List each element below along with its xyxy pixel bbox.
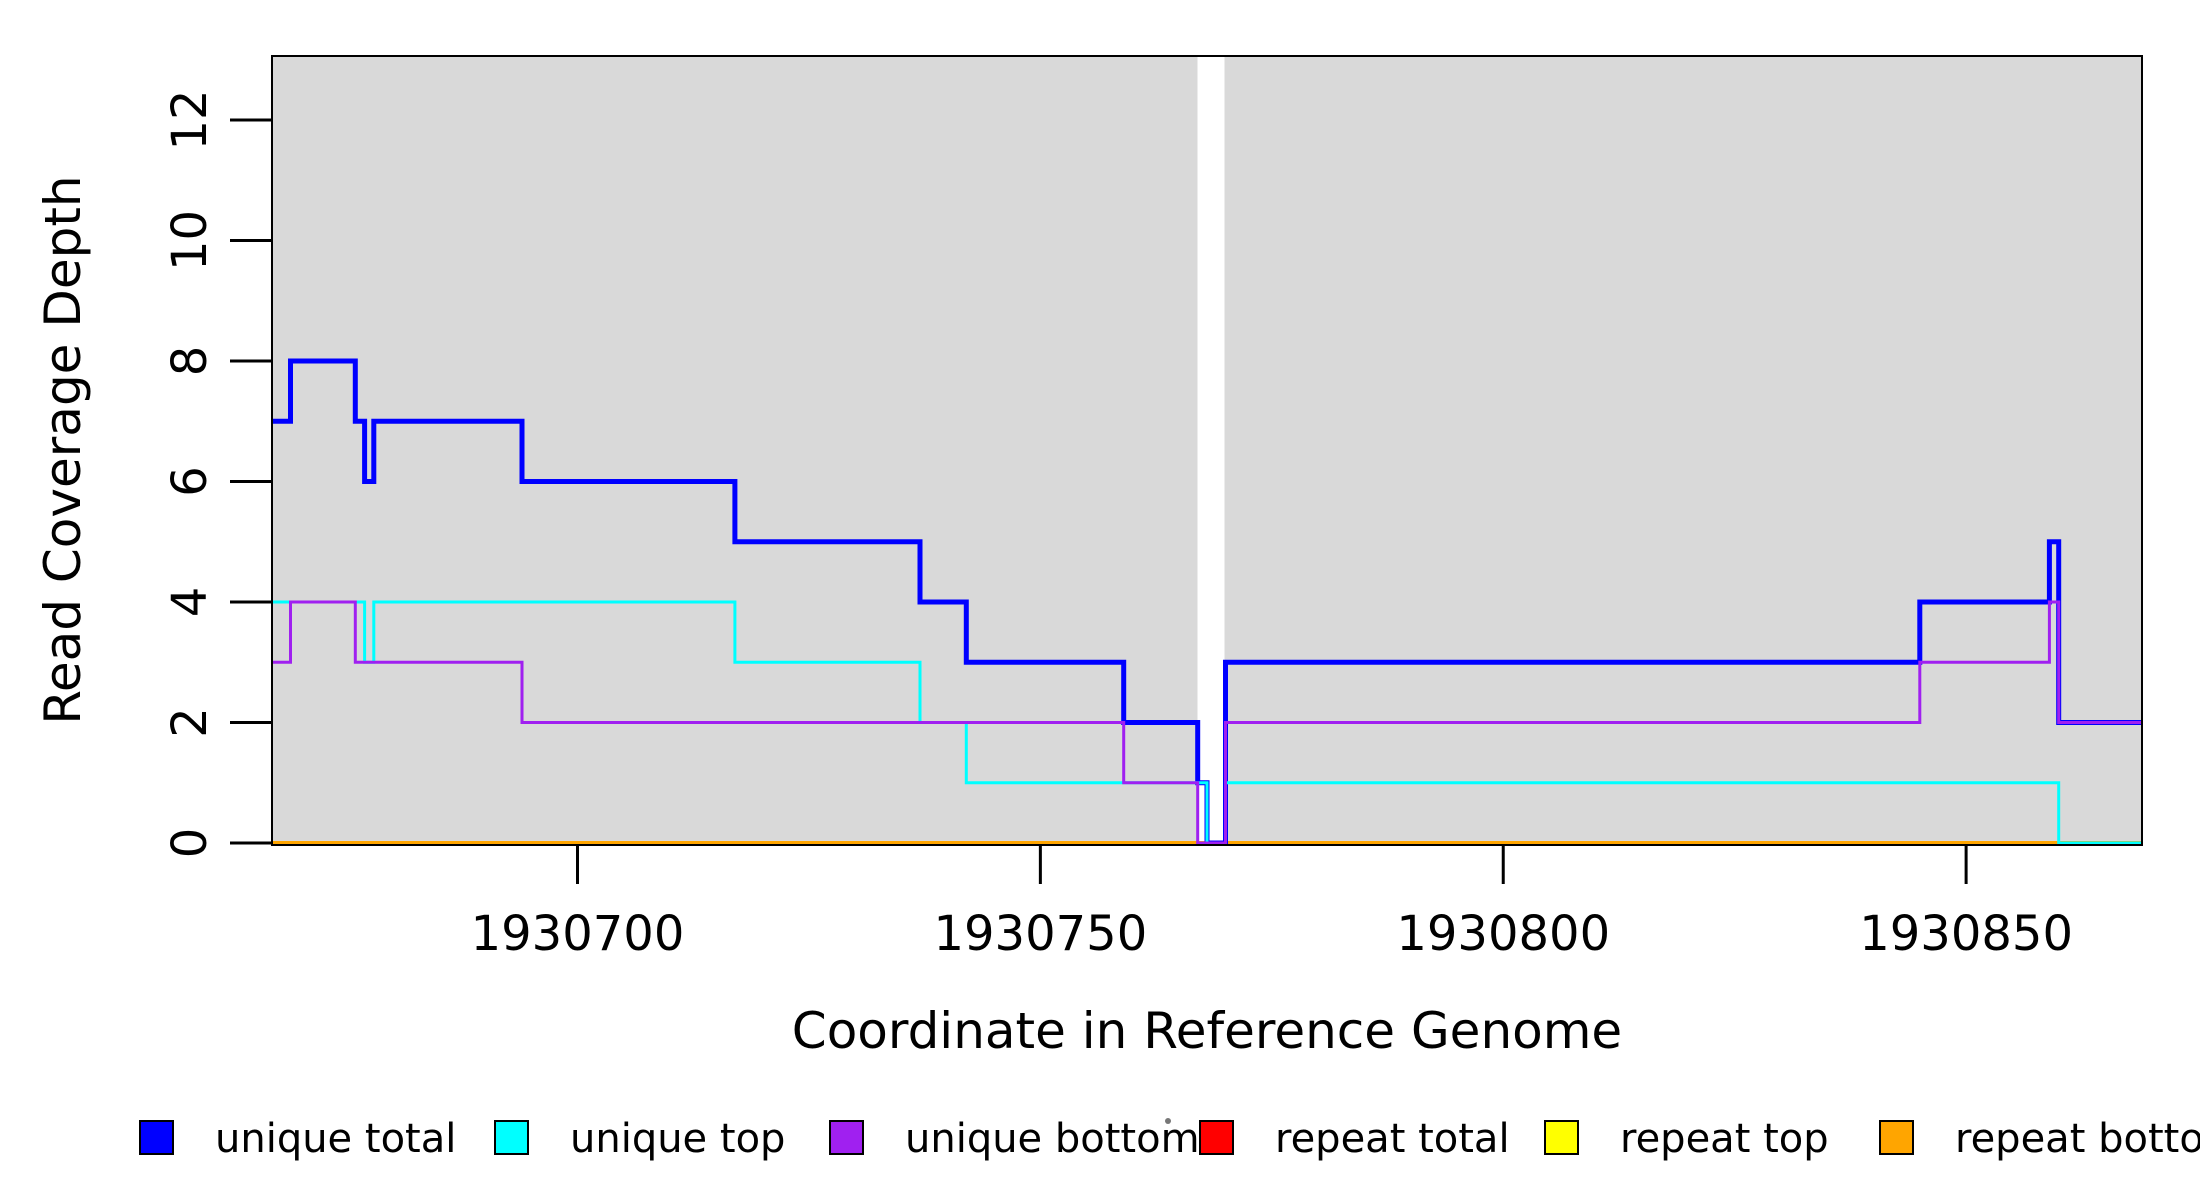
legend-swatch-unique-bottom [829, 1120, 864, 1155]
legend-swatch-repeat-bottom [1879, 1120, 1914, 1155]
plot-border [271, 55, 2143, 846]
y-tick-label: 8 [162, 346, 218, 377]
x-axis-title: Coordinate in Reference Genome [792, 1002, 1622, 1060]
legend-item-repeat-bottom: repeat bottom [1879, 1116, 2200, 1162]
x-tick-label: 1930850 [1859, 906, 2073, 962]
stray-mark [1165, 1118, 1171, 1124]
legend-swatch-repeat-top [1544, 1120, 1579, 1155]
plot-background-layer [272, 57, 2142, 844]
y-tick-label: 6 [162, 466, 218, 497]
legend-label: unique top [570, 1116, 785, 1162]
legend-swatch-repeat-total [1199, 1120, 1234, 1155]
legend-label: repeat total [1275, 1116, 1510, 1162]
legend-item-repeat-total: repeat total [1199, 1116, 1510, 1162]
y-tick-label: 2 [162, 707, 218, 738]
series-line-unique-bottom [272, 600, 2142, 845]
legend-item-unique-bottom: unique bottom [829, 1116, 1200, 1162]
x-tick-label: 1930800 [1396, 906, 1610, 962]
plot-panel-bg [1224, 57, 2142, 844]
y-tick-label: 0 [162, 828, 218, 859]
legend-item-unique-total: unique total [139, 1116, 456, 1162]
legend-label: unique bottom [905, 1116, 1200, 1162]
y-tick-label: 12 [162, 89, 218, 150]
y-tick-label: 4 [162, 587, 218, 618]
legend-swatch-unique-top [494, 1120, 529, 1155]
y-axis-title: Read Coverage Depth [34, 175, 92, 724]
legend-label: repeat bottom [1955, 1116, 2200, 1162]
legend-label: unique total [215, 1116, 456, 1162]
legend-label: repeat top [1620, 1116, 1829, 1162]
x-tick-label: 1930700 [471, 906, 685, 962]
series-line-unique-total [272, 358, 2142, 846]
y-tick-label: 10 [162, 210, 218, 271]
legend-item-repeat-top: repeat top [1544, 1116, 1829, 1162]
legend-swatch-unique-total [139, 1120, 174, 1155]
axes-layer: 0 2 4 6 8 10 12 1930700 1930750 1930800 1930850 [162, 89, 2073, 962]
plot-panel-bg [272, 57, 1198, 844]
legend-item-unique-top: unique top [494, 1116, 785, 1162]
series-layer [272, 358, 2142, 846]
legend: unique total unique top unique bottom repea… [139, 1116, 2200, 1162]
x-tick-label: 1930750 [933, 906, 1147, 962]
